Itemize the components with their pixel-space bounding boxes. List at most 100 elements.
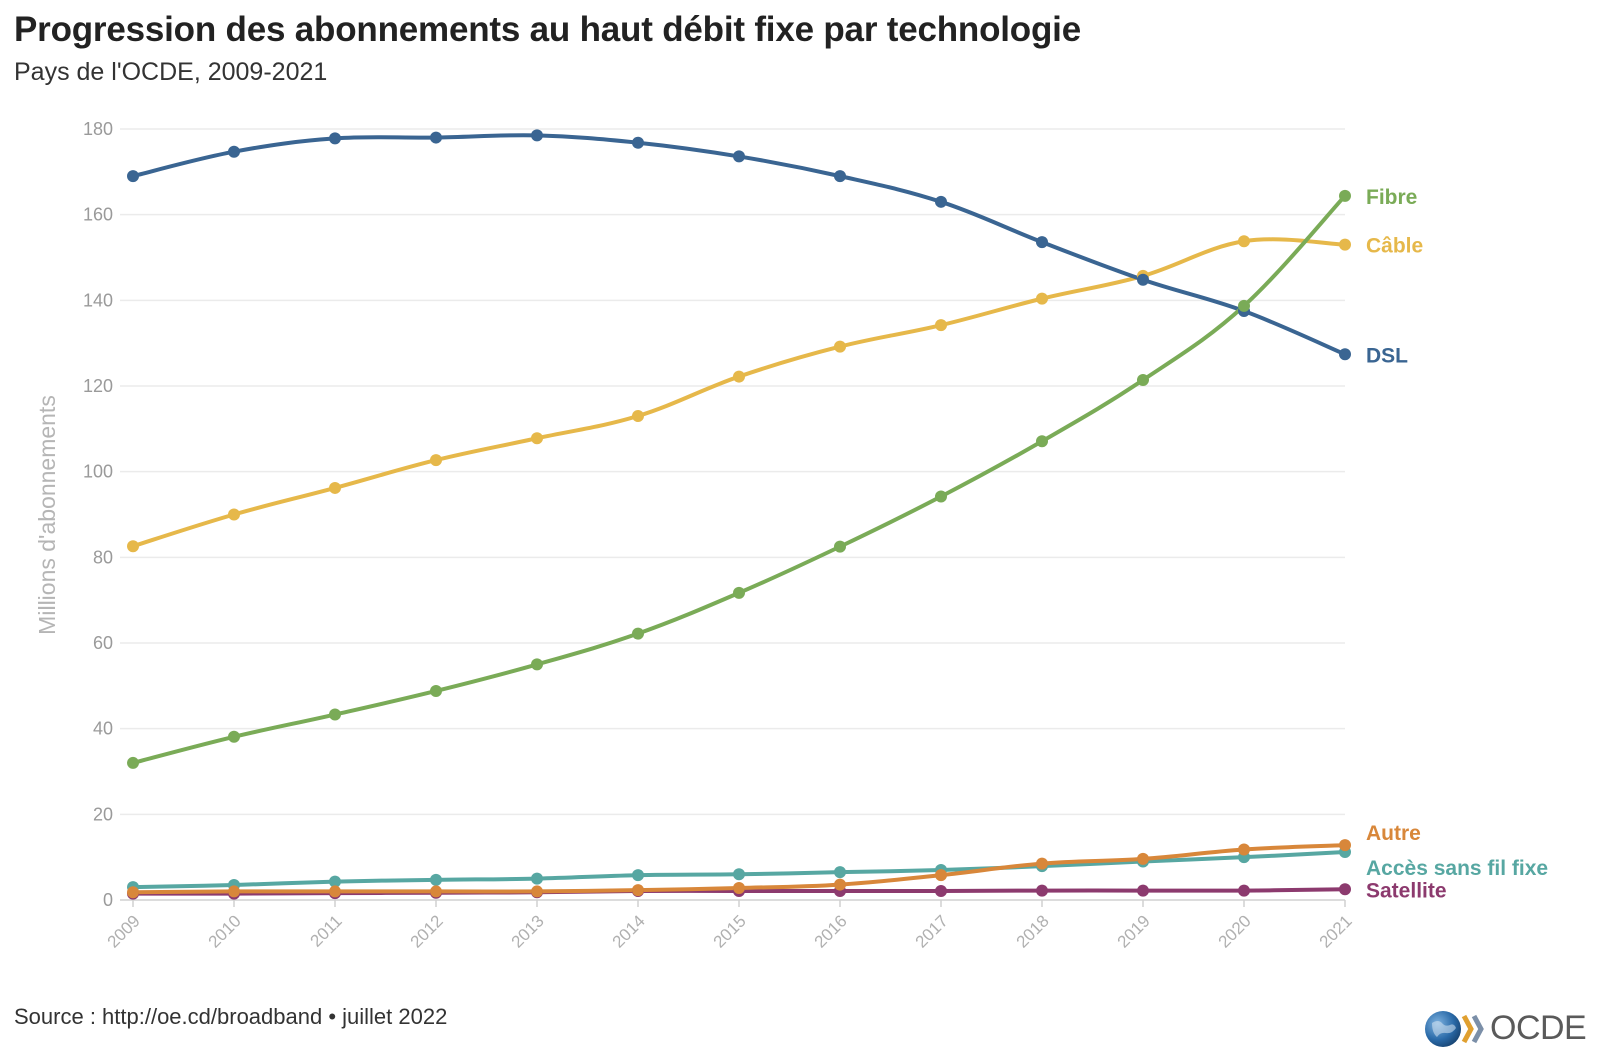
point-cable <box>1339 238 1351 251</box>
point-satellite <box>935 885 947 898</box>
y-tick-label: 140 <box>83 290 113 310</box>
line-fibre <box>131 193 1347 765</box>
point-dsl <box>329 132 341 145</box>
point-dsl <box>531 129 543 142</box>
point-satellite <box>1137 884 1149 897</box>
point-fibre <box>632 627 644 640</box>
y-axis-title: Millions d'abonnements <box>34 395 60 635</box>
point-fibre <box>1339 189 1351 202</box>
series-label-cable: Câble <box>1366 235 1423 258</box>
y-tick-label: 100 <box>83 462 113 482</box>
point-acces-sans-fil-fixe <box>531 872 543 885</box>
y-tick-label: 120 <box>83 376 113 396</box>
point-satellite <box>1339 883 1351 896</box>
series-label-dsl: DSL <box>1366 344 1408 367</box>
point-cable <box>935 319 947 332</box>
point-dsl <box>1137 273 1149 286</box>
point-fibre <box>733 586 745 599</box>
y-tick-label: 80 <box>93 547 113 567</box>
point-acces-sans-fil-fixe <box>834 866 846 879</box>
point-dsl <box>430 131 442 144</box>
point-cable <box>632 409 644 422</box>
point-cable <box>1036 292 1048 305</box>
series-label-autre: Autre <box>1366 822 1421 845</box>
point-autre <box>228 885 240 898</box>
x-tick-label: 2016 <box>811 911 851 951</box>
x-tick-label: 2010 <box>205 911 245 951</box>
point-dsl <box>733 150 745 163</box>
point-dsl <box>1339 348 1351 361</box>
point-acces-sans-fil-fixe <box>329 875 341 888</box>
point-autre <box>834 878 846 891</box>
x-tick-label: 2014 <box>609 911 649 951</box>
oecd-logo-text: OCDE <box>1490 1009 1587 1047</box>
point-acces-sans-fil-fixe <box>632 869 644 882</box>
point-cable <box>329 481 341 494</box>
point-cable <box>228 508 240 521</box>
oecd-globe-icon <box>1425 1011 1484 1047</box>
point-fibre <box>228 730 240 743</box>
x-tick-label: 2017 <box>912 911 952 951</box>
x-tick-label: 2009 <box>104 911 144 951</box>
x-axis-ticks: 2009 2010 2011 2012 2013 2014 2015 2016 2017 2018… <box>104 900 1356 952</box>
point-cable <box>430 454 442 467</box>
point-fibre <box>935 490 947 503</box>
point-fibre <box>834 540 846 553</box>
point-satellite <box>1238 884 1250 897</box>
point-dsl <box>935 195 947 208</box>
x-tick-label: 2020 <box>1215 911 1255 951</box>
point-dsl <box>632 136 644 149</box>
series-label-fibre: Fibre <box>1366 186 1417 209</box>
point-autre <box>1339 839 1351 852</box>
point-autre <box>1238 843 1250 856</box>
x-tick-label: 2015 <box>710 911 750 951</box>
point-cable <box>834 340 846 353</box>
point-fibre <box>329 708 341 721</box>
point-dsl <box>1036 236 1048 249</box>
chart-subtitle: Pays de l'OCDE, 2009-2021 <box>14 58 328 86</box>
point-autre <box>127 886 139 899</box>
point-autre <box>733 882 745 895</box>
series-points <box>127 129 1351 900</box>
point-autre <box>329 885 341 898</box>
series-lines <box>131 133 1347 896</box>
gridlines <box>120 128 1345 901</box>
point-autre <box>632 884 644 897</box>
x-tick-label: 2021 <box>1316 911 1356 951</box>
y-tick-label: 0 <box>103 890 113 910</box>
point-cable <box>733 370 745 383</box>
point-autre <box>935 869 947 882</box>
point-fibre <box>1036 435 1048 448</box>
y-tick-label: 40 <box>93 719 113 739</box>
point-autre <box>531 885 543 898</box>
point-fibre <box>531 658 543 671</box>
point-cable <box>531 432 543 445</box>
x-tick-label: 2011 <box>307 911 346 950</box>
line-chart: 0 20 40 60 80 100 120 140 160 180 2009 2010 2011 201… <box>34 119 1548 952</box>
y-axis-ticks: 0 20 40 60 80 100 120 140 160 180 <box>83 119 113 910</box>
point-autre <box>430 885 442 898</box>
point-cable <box>1238 235 1250 248</box>
source-note: Source : http://oe.cd/broadband • juille… <box>14 1004 448 1029</box>
y-tick-label: 180 <box>83 119 113 139</box>
point-autre <box>1036 857 1048 870</box>
point-cable <box>127 540 139 553</box>
point-dsl <box>834 170 846 183</box>
series-label-acces-sans-fil-fixe: Accès sans fil fixe <box>1366 857 1548 880</box>
x-tick-label: 2013 <box>508 911 548 951</box>
y-tick-label: 60 <box>93 633 113 653</box>
x-tick-label: 2012 <box>407 911 447 951</box>
y-tick-label: 20 <box>93 804 113 824</box>
point-fibre <box>127 756 139 769</box>
x-tick-label: 2018 <box>1013 911 1053 951</box>
point-fibre <box>1238 299 1250 312</box>
point-autre <box>1137 852 1149 865</box>
x-tick-label: 2019 <box>1114 911 1154 951</box>
y-tick-label: 160 <box>83 205 113 225</box>
line-dsl <box>131 133 1347 357</box>
point-fibre <box>430 684 442 697</box>
chart-title: Progression des abonnements au haut débi… <box>14 10 1081 49</box>
point-dsl <box>127 170 139 183</box>
series-label-satellite: Satellite <box>1366 879 1447 902</box>
